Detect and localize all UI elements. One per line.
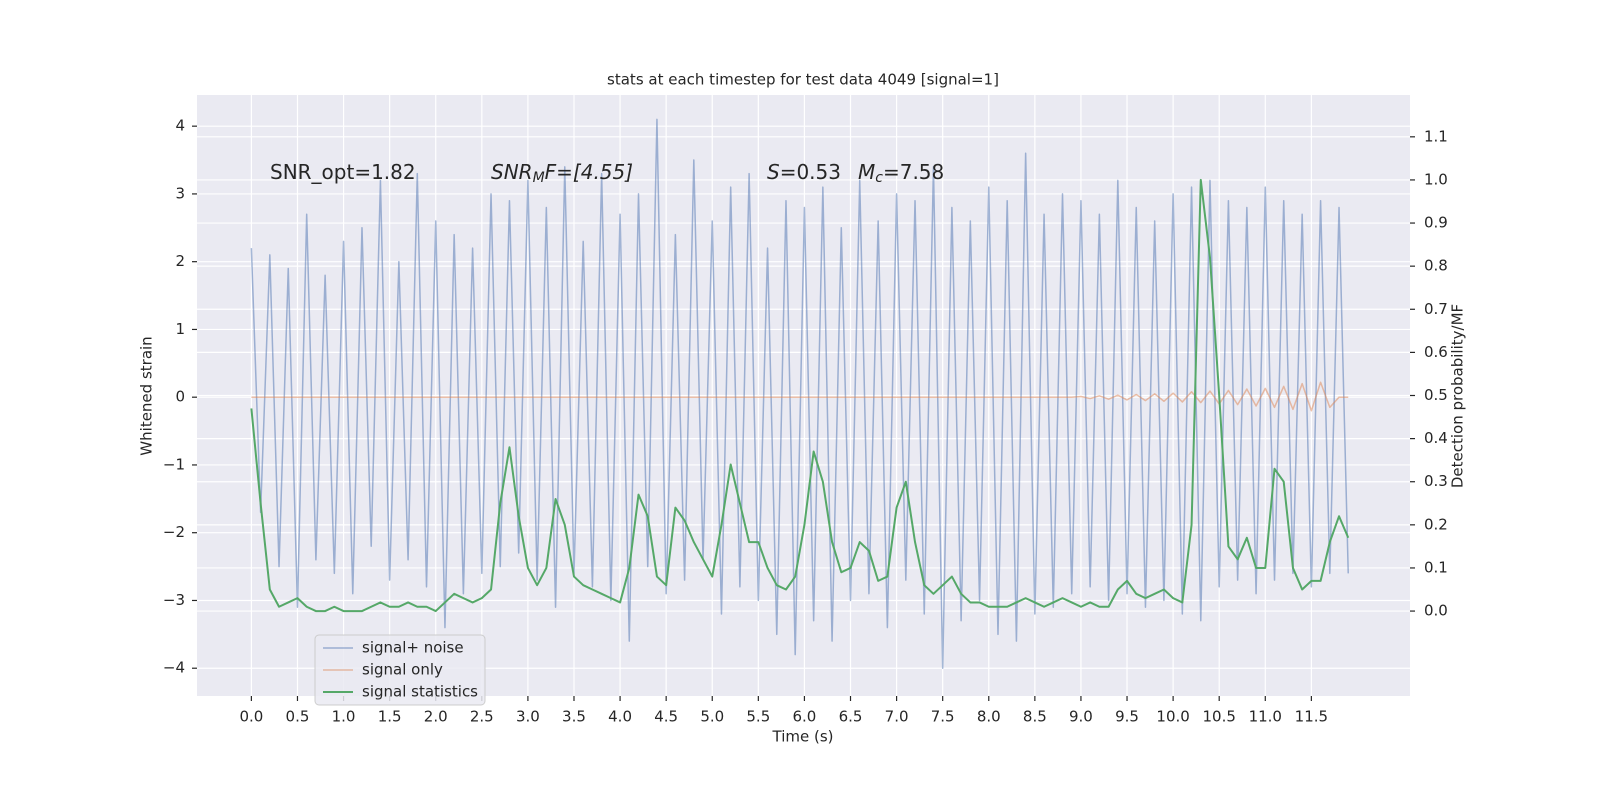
y-tick-label: 3 — [175, 184, 185, 202]
x-tick-label: 11.0 — [1249, 708, 1282, 726]
y-tick-label: 1 — [175, 320, 185, 338]
y2-axis-label: Detection probability/MF — [1449, 304, 1467, 488]
y-axis-label: Whitened strain — [138, 336, 156, 455]
y2-tick-label: 0.4 — [1424, 429, 1448, 447]
legend-label: signal only — [362, 661, 443, 679]
series-line — [250, 118, 1349, 669]
x-tick-label: 6.0 — [792, 708, 816, 726]
y2-tick-label: 0.6 — [1424, 343, 1448, 361]
chart-title: stats at each timestep for test data 404… — [607, 71, 999, 89]
y2-tick-label: 0.7 — [1424, 300, 1448, 318]
y-tick-label: −2 — [163, 523, 185, 541]
annotation-text: M — [858, 160, 875, 184]
x-axis-label: Time (s) — [772, 728, 834, 746]
y-tick-label: 2 — [175, 252, 185, 270]
annotation: SNR_opt=1.82 — [270, 160, 416, 184]
marks — [250, 118, 1350, 669]
annotation-subscript: M — [533, 170, 545, 186]
x-tick-label: 4.0 — [608, 708, 632, 726]
series-line — [251, 381, 1349, 412]
x-tick-label: 10.0 — [1156, 708, 1189, 726]
x-tick-label: 9.5 — [1115, 708, 1139, 726]
x-tick-label: 7.5 — [931, 708, 955, 726]
x-tick-label: 5.5 — [746, 708, 770, 726]
annotation: S=0.53 — [767, 160, 841, 184]
annotation-text: S — [767, 160, 780, 184]
x-tick-label: 9.0 — [1069, 708, 1093, 726]
annotation-text: SNR — [491, 160, 533, 184]
x-tick-label: 3.0 — [516, 708, 540, 726]
x-tick-label: 10.5 — [1202, 708, 1235, 726]
x-tick-label: 4.5 — [654, 708, 678, 726]
y2-tick-label: 0.3 — [1424, 472, 1448, 490]
x-tick-label: 1.0 — [332, 708, 356, 726]
x-tick-label: 2.0 — [424, 708, 448, 726]
x-tick-label: 5.0 — [700, 708, 724, 726]
legend-label: signal statistics — [362, 683, 478, 701]
legend: signal+ noise signal only signal statistic… — [314, 634, 486, 706]
y2-tick-label: 1.1 — [1424, 127, 1448, 145]
y2-tick-label: 0.0 — [1424, 602, 1448, 620]
y-tick-label: 0 — [175, 388, 185, 406]
series-line — [250, 178, 1350, 613]
y-tick-label: −3 — [163, 591, 185, 609]
y2-tick-label: 0.9 — [1424, 214, 1448, 232]
y-tick-label: −1 — [163, 455, 185, 473]
y2-tick-label: 0.8 — [1424, 257, 1448, 275]
annotation-text: =7.58 — [883, 160, 944, 184]
y2-tick-label: 0.5 — [1424, 386, 1448, 404]
legend-label: signal+ noise — [362, 639, 464, 657]
annotation-text: SNR_opt=1.82 — [270, 160, 416, 184]
legend-box — [314, 634, 486, 706]
x-tick-label: 11.5 — [1295, 708, 1328, 726]
y-tick-label: 4 — [175, 117, 185, 135]
x-tick-label: 3.5 — [562, 708, 586, 726]
x-tick-label: 6.5 — [839, 708, 863, 726]
x-tick-label: 8.5 — [1023, 708, 1047, 726]
x-tick-label: 1.5 — [378, 708, 402, 726]
x-tick-label: 0.5 — [286, 708, 310, 726]
annotation-text: F=[4.55] — [545, 160, 633, 184]
annotation: Mc=7.58 — [858, 160, 944, 187]
y2-tick-label: 1.0 — [1424, 170, 1448, 188]
annotation: SNRMF=[4.55] — [491, 160, 633, 187]
labels: 0.0 0.5 1.0 1.5 2.0 2.5 3.0 3.5 4.0 4.5 5.0 5.5 6.0 6… — [163, 117, 1448, 726]
y2-tick-label: 0.1 — [1424, 558, 1448, 576]
x-tick-label: 7.0 — [885, 708, 909, 726]
annotation-text: =0.53 — [780, 160, 841, 184]
annotation-subscript: c — [875, 170, 883, 186]
x-tick-label: 8.0 — [977, 708, 1001, 726]
y2-tick-label: 0.2 — [1424, 515, 1448, 533]
x-tick-label: 2.5 — [470, 708, 494, 726]
y-tick-label: −4 — [163, 659, 185, 677]
x-tick-label: 0.0 — [239, 708, 263, 726]
